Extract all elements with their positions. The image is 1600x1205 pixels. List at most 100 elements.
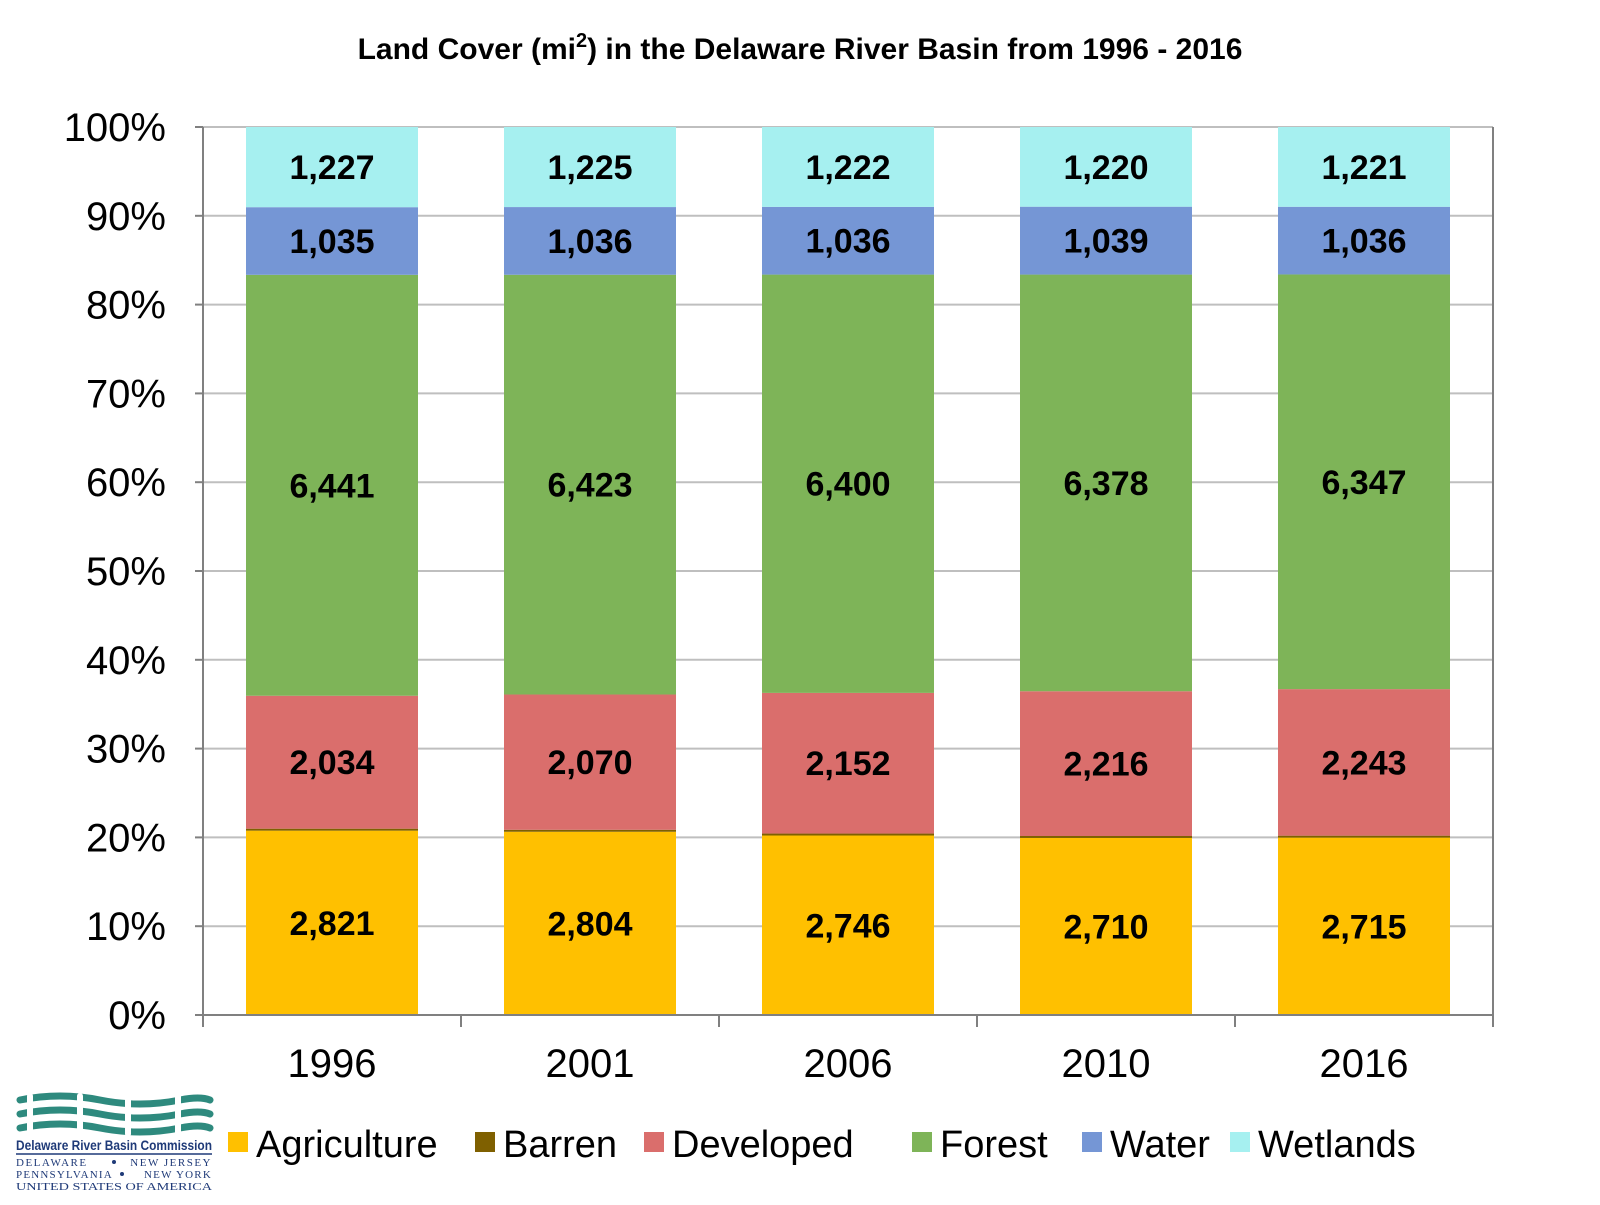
data-label: 1,036 — [1321, 223, 1406, 261]
data-label: 1,220 — [1063, 149, 1148, 187]
bar-segment-wetlands — [1020, 127, 1192, 207]
logo-dot-icon — [120, 1172, 124, 1176]
data-label: 1,035 — [289, 223, 374, 261]
bar-segment-forest — [504, 274, 676, 695]
data-label: 1,036 — [805, 223, 890, 261]
data-label: 2,243 — [1321, 744, 1406, 782]
bar-segment-barren — [762, 833, 934, 836]
y-tick-label: 0% — [108, 994, 166, 1038]
bars — [246, 127, 1450, 1015]
x-tick-label: 1996 — [288, 1042, 377, 1086]
bar-segment-wetlands — [246, 127, 418, 208]
data-label: 1,039 — [1063, 223, 1148, 261]
legend-swatch — [912, 1132, 932, 1152]
data-label: 6,423 — [547, 467, 632, 505]
y-tick-label: 70% — [86, 372, 166, 416]
legend-label: Barren — [503, 1124, 617, 1166]
bar-segment-developed — [1020, 691, 1192, 837]
legend-label: Water — [1110, 1124, 1210, 1166]
bar-segment-wetlands — [504, 127, 676, 208]
data-label: 1,227 — [289, 149, 374, 187]
bar-segment-forest — [246, 274, 418, 696]
legend-swatch — [228, 1132, 248, 1152]
bar-segment-agriculture — [1020, 837, 1192, 1015]
bar-segment-developed — [504, 694, 676, 830]
data-label: 6,400 — [805, 466, 890, 504]
bar-segment-forest — [1020, 274, 1192, 692]
data-label: 2,715 — [1321, 908, 1406, 946]
legend-swatch — [1230, 1132, 1250, 1152]
data-label: 2,216 — [1063, 746, 1148, 784]
axes: 0% 10% 20% 30% 40% 50% 60% 70% 80% 90% 100% 1996 200… — [64, 106, 1494, 1086]
bar-segment-agriculture — [246, 830, 418, 1015]
data-label: 6,347 — [1321, 464, 1406, 502]
data-label: 2,821 — [289, 905, 374, 943]
bar-segment-wetlands — [762, 127, 934, 207]
bar-segment-agriculture — [1278, 837, 1450, 1015]
bar-segment-barren — [1278, 835, 1450, 838]
logo-line2-left: PENNSYLVANIA — [16, 1169, 113, 1181]
logo-line2-right: NEW YORK — [144, 1169, 212, 1181]
y-tick-label: 30% — [86, 728, 166, 772]
bar-segment-wetlands — [1278, 127, 1450, 207]
y-tick-label: 10% — [86, 905, 166, 949]
x-tick-label: 2001 — [546, 1042, 635, 1086]
bar-segment-agriculture — [504, 831, 676, 1015]
bar-segment-water — [246, 207, 418, 275]
x-tick-label: 2016 — [1320, 1042, 1409, 1086]
y-tick-label: 20% — [86, 816, 166, 860]
data-label: 1,225 — [547, 149, 632, 187]
bar-segment-barren — [246, 828, 418, 831]
bar-segment-developed — [246, 695, 418, 829]
bar-segment-water — [504, 207, 676, 275]
data-label: 2,804 — [547, 905, 632, 943]
bar-segment-developed — [1278, 689, 1450, 836]
bar-segment-agriculture — [762, 835, 934, 1015]
logo-line1-right: NEW JERSEY — [130, 1157, 212, 1169]
bar-segment-water — [1020, 206, 1192, 275]
logo-dot-icon — [112, 1160, 116, 1164]
data-label: 2,070 — [547, 744, 632, 782]
y-tick-label: 50% — [86, 550, 166, 594]
data-label: 2,710 — [1063, 908, 1148, 946]
drbc-logo: Delaware River Basin Commission DELAWARE… — [16, 1092, 214, 1193]
legend-label: Developed — [672, 1124, 854, 1166]
legend-swatch — [1082, 1132, 1102, 1152]
legend-label: Forest — [940, 1124, 1048, 1166]
data-label: 2,152 — [805, 745, 890, 783]
logo-line3: UNITED STATES OF AMERICA — [16, 1181, 212, 1193]
data-label: 1,221 — [1321, 149, 1406, 187]
y-tick-label: 40% — [86, 639, 166, 683]
data-label: 2,746 — [805, 907, 890, 945]
y-tick-label: 90% — [86, 195, 166, 239]
logo-mark-icon — [16, 1092, 214, 1137]
bar-segment-forest — [1278, 274, 1450, 690]
legend: Agriculture Barren Developed Forest Water Wet… — [228, 1124, 1416, 1166]
y-tick-label: 60% — [86, 461, 166, 505]
logo-name: Delaware River Basin Commission — [16, 1138, 212, 1153]
legend-swatch — [475, 1132, 495, 1152]
data-label: 2,034 — [289, 744, 374, 782]
bar-segment-barren — [504, 829, 676, 832]
logo-line1-left: DELAWARE — [16, 1157, 88, 1169]
bar-segment-water — [762, 206, 934, 275]
bar-segment-water — [1278, 206, 1450, 275]
y-tick-label: 100% — [64, 106, 166, 150]
data-label: 1,036 — [547, 223, 632, 261]
y-tick-label: 80% — [86, 284, 166, 328]
bar-segment-barren — [1020, 836, 1192, 838]
legend-label: Wetlands — [1258, 1124, 1416, 1166]
chart-title: Land Cover (mi2) in the Delaware River B… — [358, 30, 1243, 66]
bar-segment-forest — [762, 274, 934, 693]
x-tick-label: 2006 — [804, 1042, 893, 1086]
data-labels: 2,821 2,034 6,441 1,035 1,227 2,804 2,070 6,423… — [289, 149, 1406, 947]
x-tick-label: 2010 — [1062, 1042, 1151, 1086]
bar-segment-developed — [762, 692, 934, 834]
data-label: 1,222 — [805, 149, 890, 187]
data-label: 6,441 — [289, 467, 374, 505]
legend-swatch — [644, 1132, 664, 1152]
legend-label: Agriculture — [256, 1124, 438, 1166]
data-label: 6,378 — [1063, 465, 1148, 503]
